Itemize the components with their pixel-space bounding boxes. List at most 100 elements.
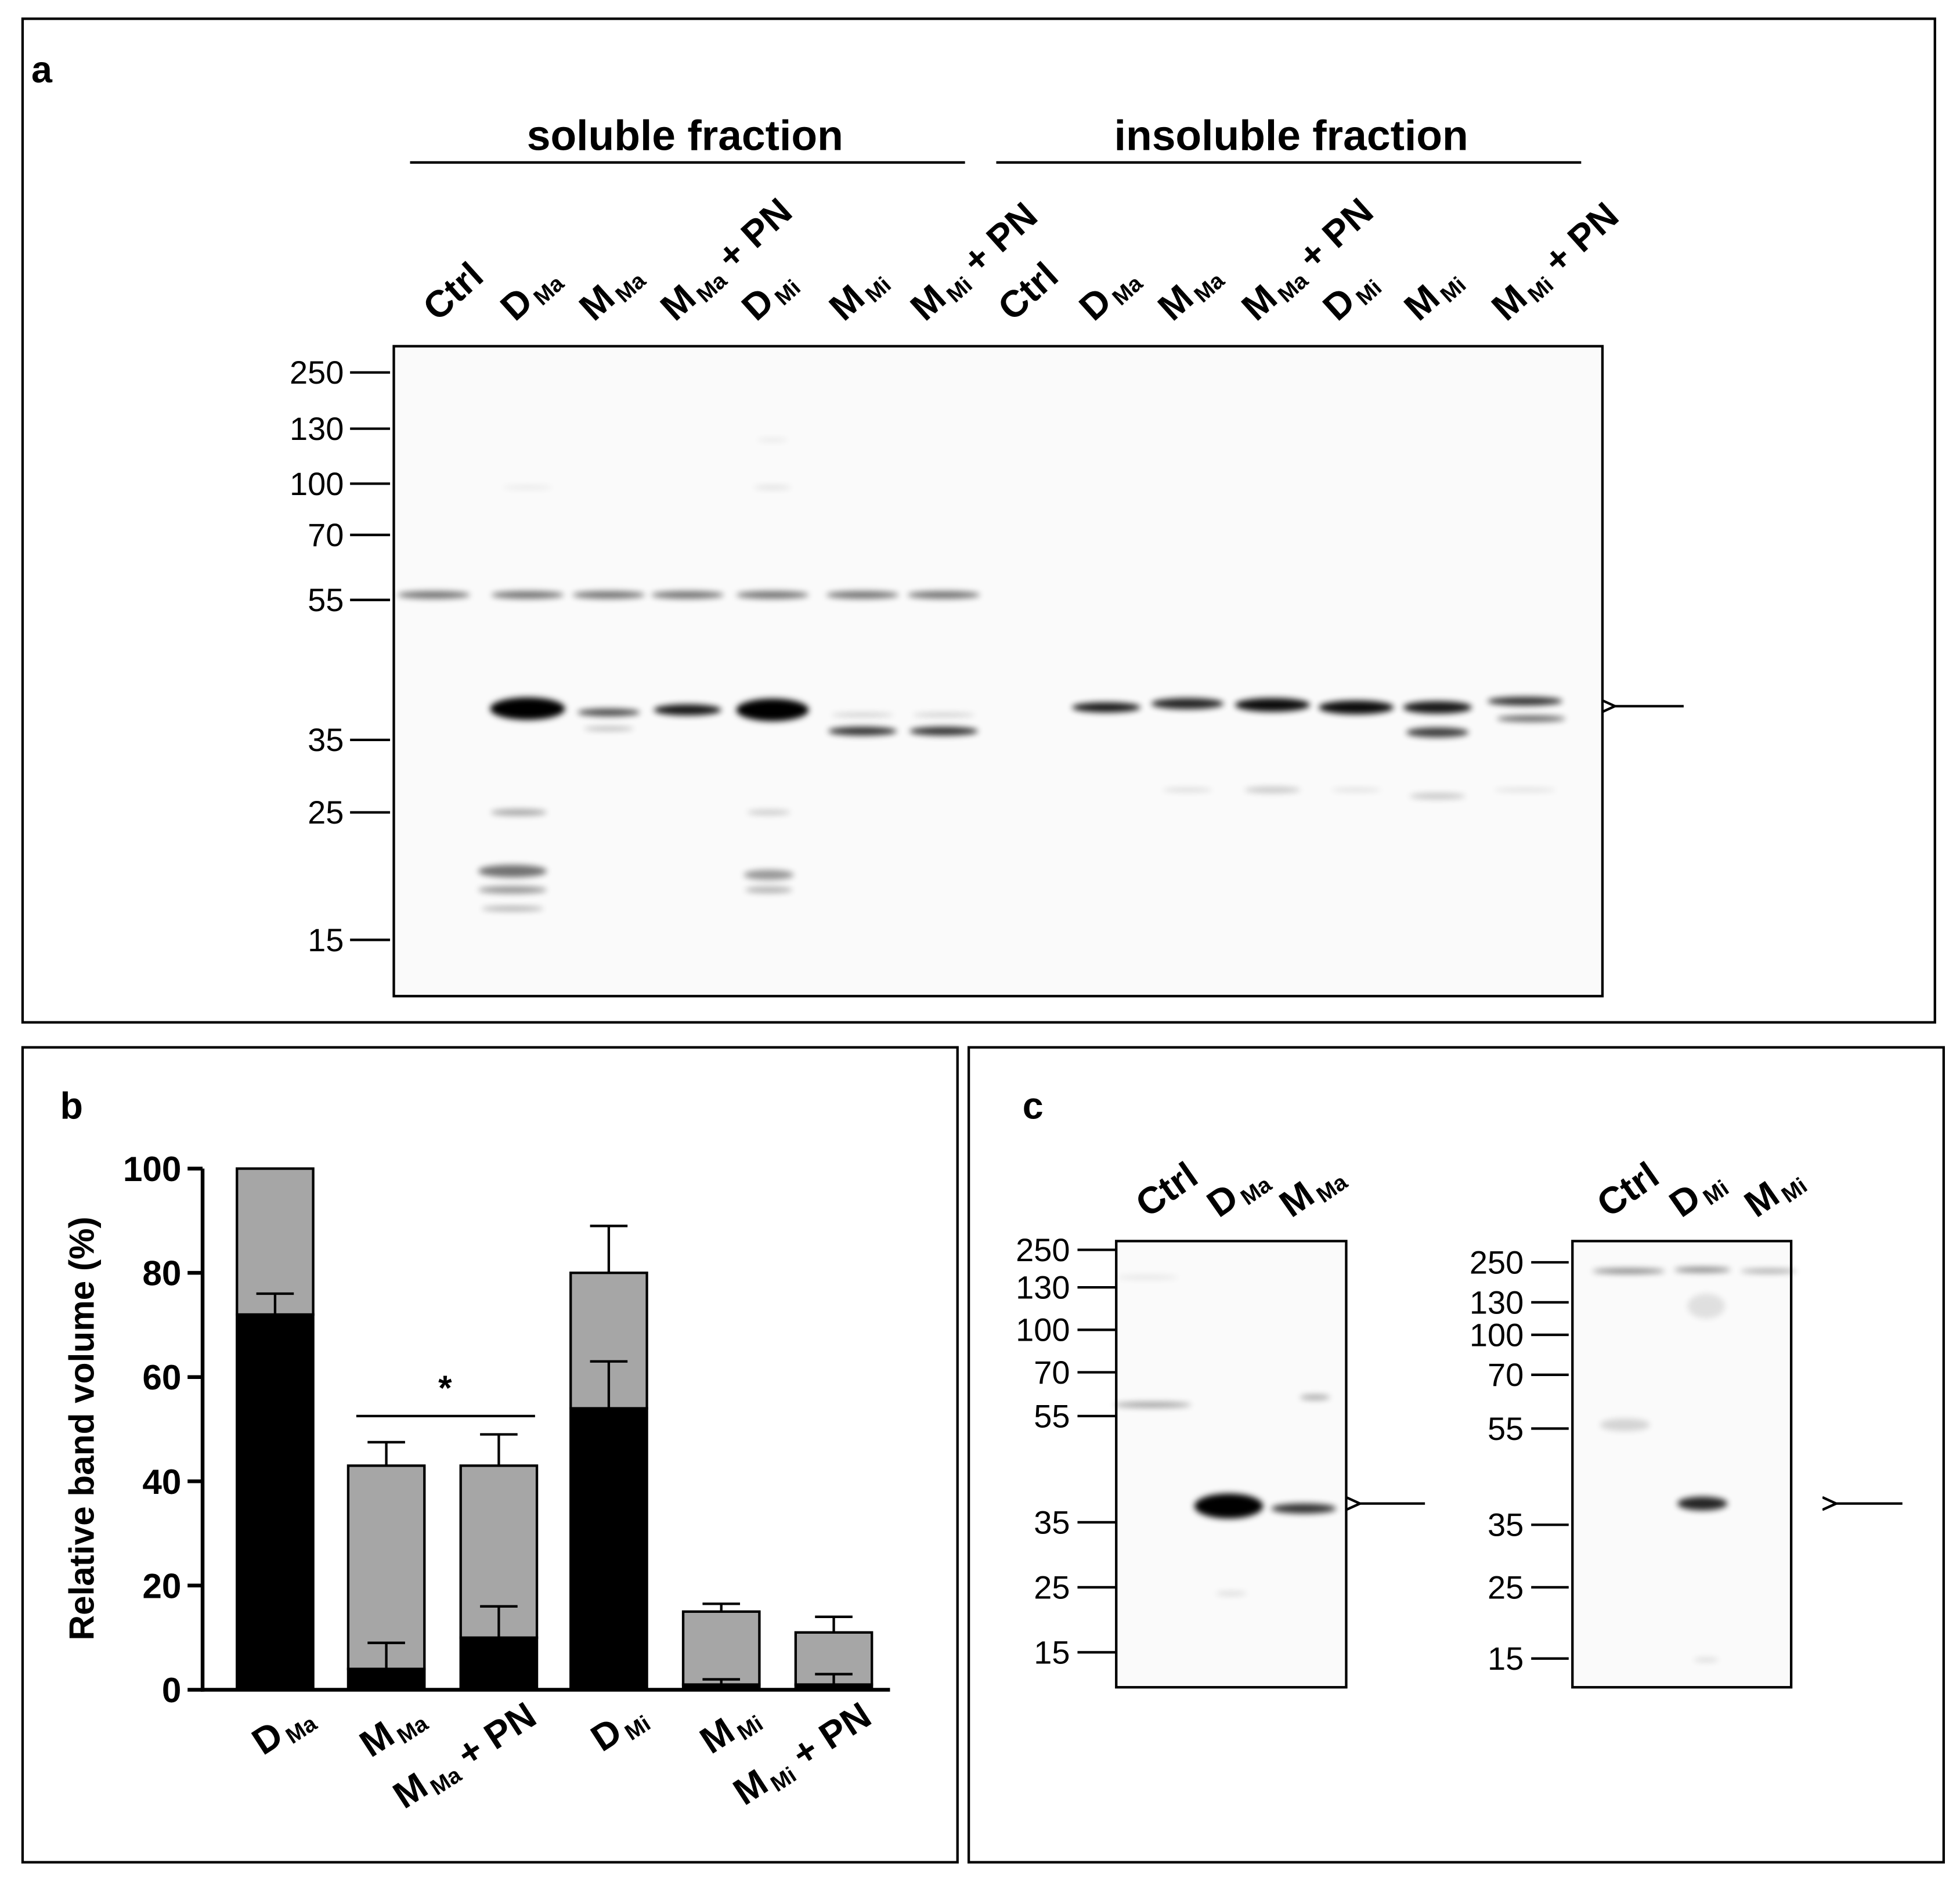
marker-label: 100 xyxy=(290,465,344,502)
band xyxy=(397,591,470,599)
label-suffix: + PN xyxy=(1536,194,1626,282)
label-base: M xyxy=(386,1764,435,1817)
band xyxy=(1403,701,1472,714)
label-base: D xyxy=(1200,1175,1246,1225)
band xyxy=(1677,1496,1728,1511)
panel-c-frame xyxy=(967,1046,1945,1864)
marker-label: 35 xyxy=(1488,1507,1524,1543)
lane-label: MMa xyxy=(352,1694,432,1768)
band xyxy=(654,704,721,716)
band xyxy=(1740,1269,1797,1273)
band xyxy=(1592,1268,1665,1274)
band xyxy=(831,713,894,717)
band xyxy=(1409,793,1466,800)
panel-label: a xyxy=(31,49,53,91)
band xyxy=(745,886,793,893)
band xyxy=(491,591,564,599)
label-base: M xyxy=(1272,1173,1321,1225)
lane-label: DMi xyxy=(584,1694,655,1763)
band xyxy=(490,809,547,816)
lane-label: DMa xyxy=(493,256,569,331)
lane-label: MMi xyxy=(821,257,896,331)
band xyxy=(1113,1402,1192,1407)
lane-label: MMi xyxy=(692,1694,767,1764)
band xyxy=(1694,1658,1719,1662)
band xyxy=(1319,701,1394,714)
marker-label: 250 xyxy=(1016,1232,1070,1268)
bar-segment xyxy=(681,1610,761,1686)
marker-label: 250 xyxy=(1470,1244,1524,1280)
blot-a xyxy=(392,345,1604,998)
band xyxy=(1235,698,1311,712)
band xyxy=(651,591,724,599)
lane-label: Ctrl xyxy=(990,254,1066,328)
lane-label: MMi xyxy=(1737,1157,1812,1228)
label-base: Ctrl xyxy=(1589,1154,1666,1225)
label-base: D xyxy=(1662,1175,1708,1225)
marker-label: 55 xyxy=(1034,1398,1070,1434)
lane-label: Ctrl xyxy=(1128,1154,1205,1225)
band xyxy=(1244,786,1301,793)
y-tick-label: 100 xyxy=(123,1149,182,1189)
marker-label: 250 xyxy=(290,354,344,391)
band xyxy=(1116,1275,1179,1280)
label-base: Ctrl xyxy=(415,254,491,328)
marker-label: 15 xyxy=(308,922,344,958)
band xyxy=(1215,1591,1247,1595)
label-base: D xyxy=(584,1710,629,1760)
blot-c-right xyxy=(1571,1240,1793,1689)
marker-label: 70 xyxy=(308,517,344,553)
label-sub: Ma xyxy=(393,1711,433,1749)
marker-label: 35 xyxy=(1034,1504,1070,1540)
band xyxy=(1071,702,1141,713)
y-tick-label: 0 xyxy=(162,1670,182,1710)
band xyxy=(572,591,645,599)
lane-label: MMi+ PN xyxy=(1483,194,1629,331)
band xyxy=(478,886,547,894)
label-base: M xyxy=(726,1761,775,1813)
marker-label: 130 xyxy=(1016,1269,1070,1305)
band xyxy=(757,438,788,442)
marker-label: 15 xyxy=(1034,1634,1070,1670)
band xyxy=(1162,788,1213,792)
group-title: soluble fraction xyxy=(527,111,843,159)
band xyxy=(490,697,565,720)
band xyxy=(1687,1293,1725,1319)
bar-segment xyxy=(236,1313,315,1691)
band xyxy=(583,727,634,731)
lane-label: MMi+ PN xyxy=(726,1694,880,1816)
band xyxy=(909,727,979,736)
marker-label: 70 xyxy=(1034,1354,1070,1391)
marker-label: 25 xyxy=(1034,1569,1070,1605)
significance: * xyxy=(438,1368,452,1407)
lane-label: DMa xyxy=(1200,1156,1277,1228)
band xyxy=(907,591,980,599)
label-sub: Ma xyxy=(281,1711,322,1749)
label-suffix: + PN xyxy=(709,190,800,277)
band xyxy=(1674,1267,1731,1273)
lane-label: DMi xyxy=(1662,1159,1733,1228)
lane-label: MMa xyxy=(1272,1153,1352,1227)
band xyxy=(1493,788,1557,792)
label-suffix: + PN xyxy=(1290,190,1381,277)
marker-label: 15 xyxy=(1488,1640,1524,1677)
lane-label: MMa+ PN xyxy=(386,1694,545,1819)
label-base: Ctrl xyxy=(1128,1154,1205,1225)
lane-label: DMa xyxy=(1071,256,1148,331)
label-suffix: + PN xyxy=(450,1694,543,1775)
bar-segment xyxy=(569,1407,648,1691)
bar-segment xyxy=(346,1667,426,1691)
label-base: D xyxy=(245,1713,290,1763)
y-axis-label: Relative band volume (%) xyxy=(62,1216,102,1640)
lane-label: Ctrl xyxy=(1589,1154,1666,1225)
lane-label: MMa xyxy=(571,253,651,331)
lane-label: MMa xyxy=(1150,253,1229,331)
marker-label: 100 xyxy=(1016,1312,1070,1348)
label-sub: Ma xyxy=(426,1762,466,1800)
lane-label: DMa xyxy=(245,1694,322,1766)
band xyxy=(828,727,897,736)
band xyxy=(826,591,899,599)
band xyxy=(481,906,544,911)
band xyxy=(743,869,794,880)
